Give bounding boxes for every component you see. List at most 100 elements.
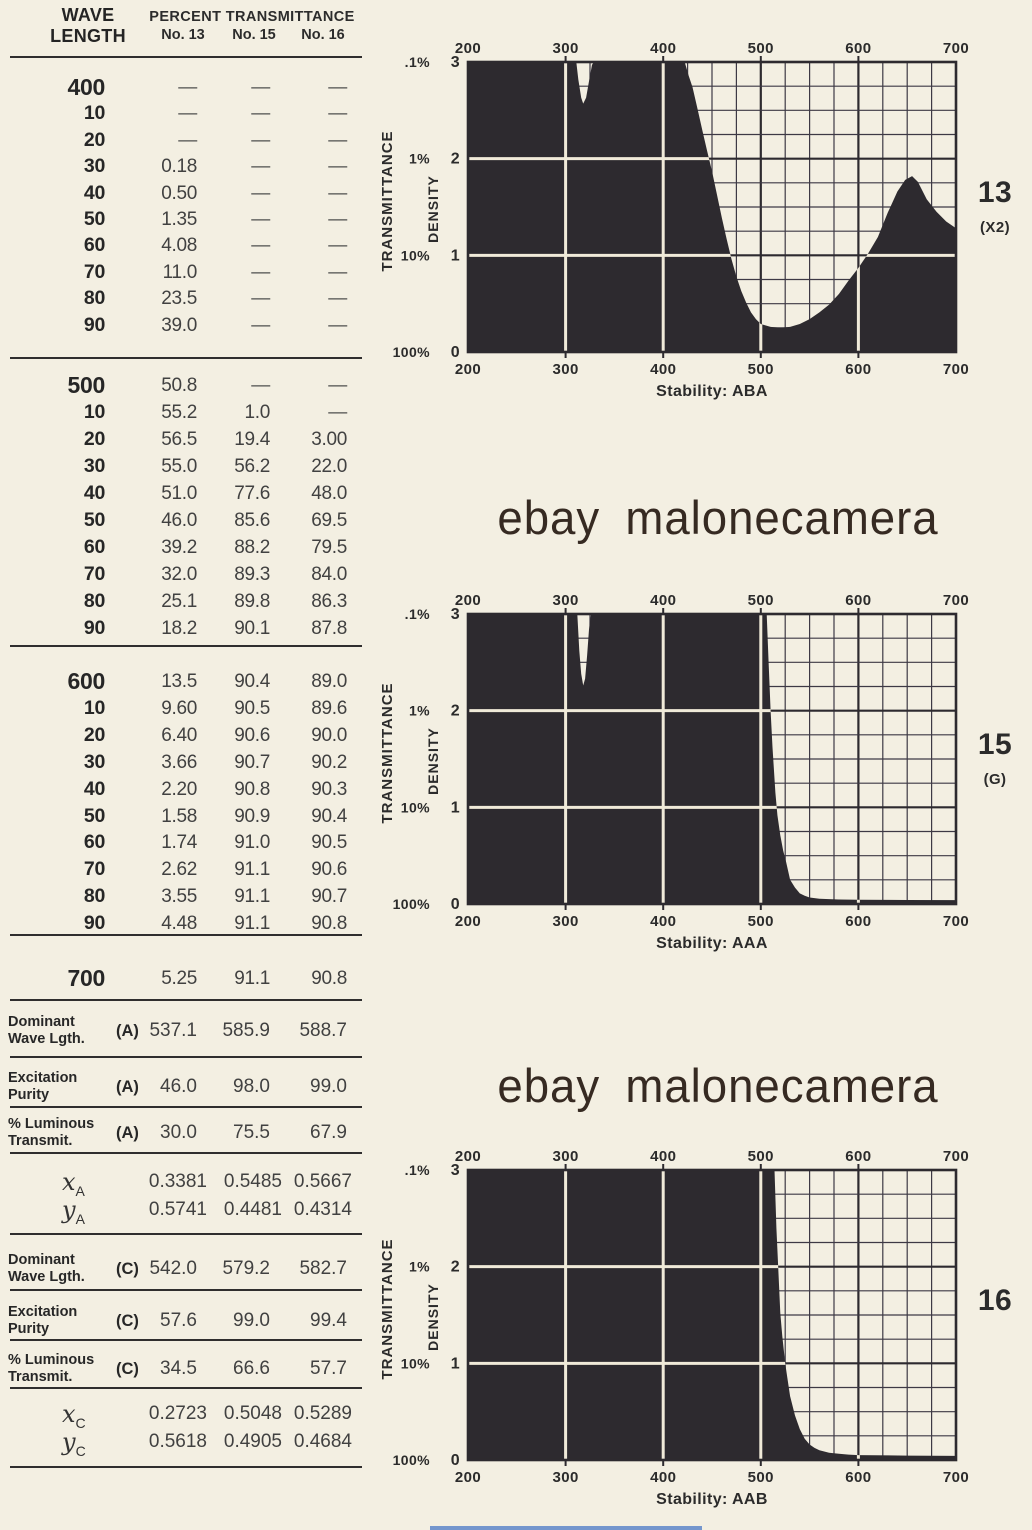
no13-value-cell: 1.35 bbox=[161, 209, 197, 230]
x-tick-label-bottom: 500 bbox=[748, 361, 774, 378]
transmittance-axis-title: TRANSMITTANCE bbox=[379, 682, 396, 823]
no13-value-cell: 25.1 bbox=[161, 591, 197, 612]
density-chart-filter-16: 200 200 300 300 400 400 500 500 600 600 700 700 .1% 1… bbox=[379, 1148, 1012, 1508]
no13-value-cell: 0.3381 bbox=[148, 1171, 207, 1192]
illuminant-tag: (C) bbox=[116, 1360, 139, 1378]
density-chart-filter-15: 200 200 300 300 400 400 500 500 600 600 700 700 .1% 1… bbox=[379, 592, 1012, 952]
x-tick-label-bottom: 300 bbox=[552, 361, 578, 378]
chromaticity-row: yA 0.5741 0.4481 0.4314 bbox=[0, 1196, 372, 1227]
table-row: 70 32.0 89.3 84.0 bbox=[0, 561, 372, 588]
transmittance-tick-label: 100% bbox=[393, 896, 431, 912]
wavelength-cell: 80 bbox=[83, 287, 105, 310]
no15-value-cell: — bbox=[251, 235, 270, 257]
illuminant-tag: (A) bbox=[116, 1124, 139, 1142]
no16-value-cell: — bbox=[328, 77, 347, 98]
x-tick-label-top: 600 bbox=[845, 1148, 871, 1165]
no16-value-cell: 89.6 bbox=[311, 697, 347, 719]
no15-value-cell: 579.2 bbox=[222, 1258, 270, 1279]
summary-row: % Luminous Transmit. (C) 34.5 66.6 57.7 bbox=[0, 1348, 372, 1396]
density-tick-label: 0 bbox=[451, 344, 460, 361]
divider bbox=[10, 357, 362, 359]
wavelength-cell: 50 bbox=[83, 208, 105, 230]
wavelength-cell: 70 bbox=[83, 260, 105, 283]
wavelength-cell: 50 bbox=[83, 509, 105, 531]
x-tick-label-top: 500 bbox=[748, 1148, 774, 1165]
no13-value-cell: 13.5 bbox=[161, 671, 197, 692]
no16-value-cell: — bbox=[328, 402, 347, 423]
no13-value-cell: 1.74 bbox=[161, 832, 197, 854]
divider bbox=[10, 934, 362, 936]
table-row: 30 0.18 — — bbox=[0, 153, 372, 180]
no15-value-cell: 56.2 bbox=[234, 456, 270, 477]
plot-border bbox=[466, 60, 958, 354]
x-tick-label-top: 700 bbox=[943, 592, 969, 609]
table-row: 50 1.58 90.9 90.4 bbox=[0, 803, 372, 830]
no15-value-cell: 91.1 bbox=[234, 968, 270, 989]
chromaticity-row: xC 0.2723 0.5048 0.5289 bbox=[0, 1400, 372, 1431]
no16-value-cell: 90.0 bbox=[311, 724, 347, 746]
density-tick-label: 0 bbox=[451, 896, 460, 913]
table-row: 80 25.1 89.8 86.3 bbox=[0, 588, 372, 615]
x-tick-label-top: 200 bbox=[455, 1148, 481, 1165]
wavelength-cell: 400 bbox=[67, 74, 106, 100]
density-curve-fill bbox=[468, 62, 956, 352]
no16-value-cell: — bbox=[328, 103, 347, 125]
table-row: 20 — — — bbox=[0, 127, 372, 154]
no13-value-cell: 3.55 bbox=[161, 886, 197, 908]
chromaticity-variable: xA bbox=[62, 1168, 85, 1199]
scan-artifact-line bbox=[430, 1526, 702, 1530]
summary-label: Excitation Purity bbox=[8, 1070, 78, 1103]
no15-value-cell: — bbox=[251, 129, 270, 151]
no16-value-cell: — bbox=[328, 375, 347, 396]
wavelength-cell: 10 bbox=[83, 401, 105, 423]
no15-value-cell: — bbox=[251, 261, 270, 283]
x-tick-label-bottom: 500 bbox=[748, 913, 774, 930]
no16-value-cell: 86.3 bbox=[311, 591, 347, 612]
no16-value-cell: — bbox=[328, 182, 347, 204]
no15-value-cell: — bbox=[251, 288, 270, 310]
summary-row: Dominant Wave Lgth. (A) 537.1 585.9 588.7 bbox=[0, 1010, 372, 1058]
wavelength-cell: 40 bbox=[83, 181, 105, 204]
no15-value-cell: — bbox=[251, 103, 270, 125]
x-tick-label-top: 200 bbox=[455, 592, 481, 609]
x-tick-label-bottom: 700 bbox=[943, 361, 969, 378]
no13-value-cell: — bbox=[178, 77, 197, 98]
table-row: 10 55.2 1.0 — bbox=[0, 399, 372, 426]
no16-value-cell: — bbox=[328, 129, 347, 151]
no16-value-cell: 0.4684 bbox=[293, 1431, 352, 1452]
no13-value-cell: 56.5 bbox=[161, 429, 197, 450]
no13-value-cell: 6.40 bbox=[161, 724, 197, 746]
density-tick-label: 2 bbox=[451, 703, 460, 720]
density-tick-label: 1 bbox=[451, 799, 460, 816]
divider bbox=[10, 1466, 362, 1468]
transmittance-tick-label: .1% bbox=[405, 606, 430, 622]
no16-value-cell: 582.7 bbox=[299, 1258, 347, 1279]
summary-label: % Luminous Transmit. bbox=[8, 1116, 95, 1149]
no15-value-cell: 90.4 bbox=[234, 671, 270, 692]
x-tick-label-top: 300 bbox=[552, 1148, 578, 1165]
density-tick-label: 2 bbox=[451, 151, 460, 168]
density-tick-label: 3 bbox=[451, 606, 460, 623]
no15-value-cell: — bbox=[251, 182, 270, 204]
no16-value-cell: — bbox=[328, 288, 347, 310]
filter-id-note: (X2) bbox=[980, 219, 1010, 236]
no15-value-cell: — bbox=[251, 375, 270, 396]
no15-value-cell: 91.0 bbox=[234, 832, 270, 854]
x-tick-label-top: 700 bbox=[943, 1148, 969, 1165]
wavelength-cell: 70 bbox=[83, 563, 105, 585]
table-row: 50 1.35 — — bbox=[0, 206, 372, 233]
table-row: 20 6.40 90.6 90.0 bbox=[0, 722, 372, 749]
no16-value-cell: 588.7 bbox=[299, 1020, 347, 1041]
filter-id-label: 15 bbox=[978, 728, 1012, 761]
wavelength-cell: 40 bbox=[83, 777, 105, 800]
x-tick-label-bottom: 700 bbox=[943, 913, 969, 930]
no13-value-cell: 0.18 bbox=[161, 156, 197, 178]
no16-value-cell: 90.3 bbox=[311, 778, 347, 800]
x-tick-label-bottom: 200 bbox=[455, 1469, 481, 1486]
no15-value-cell: 85.6 bbox=[234, 510, 270, 531]
chromaticity-variable: yC bbox=[62, 1428, 86, 1459]
no16-value-cell: 87.8 bbox=[311, 618, 347, 639]
wave-length-header-line1: WAVE bbox=[61, 5, 115, 25]
illuminant-tag: (C) bbox=[116, 1312, 139, 1330]
wavelength-cell: 600 bbox=[67, 668, 106, 694]
